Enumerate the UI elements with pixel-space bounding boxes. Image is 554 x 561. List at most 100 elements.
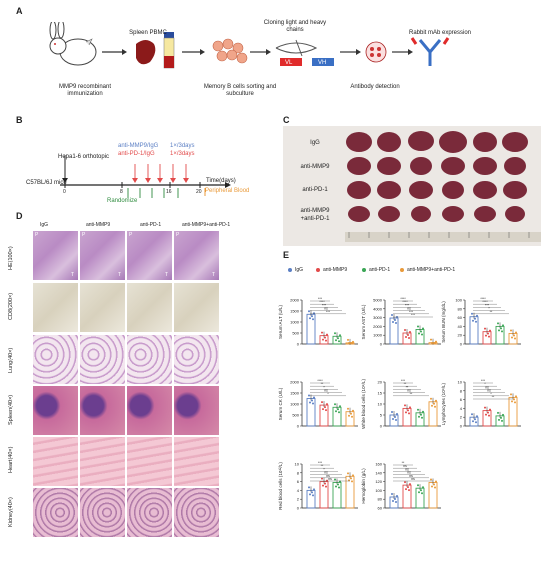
data-point — [352, 409, 354, 412]
bar — [415, 329, 425, 345]
tumor-specimens — [345, 131, 541, 242]
y-tick-label: 80 — [458, 306, 463, 311]
data-point — [351, 480, 353, 483]
sig-label: *** — [318, 297, 323, 301]
data-point — [500, 416, 502, 419]
data-point — [309, 401, 311, 404]
data-point — [321, 401, 323, 404]
data-point — [514, 401, 516, 404]
legend-pd1: anti-PD-1 — [369, 267, 391, 273]
tick-8: 8 — [120, 189, 123, 195]
data-point — [309, 317, 311, 320]
bar — [319, 481, 329, 509]
bar — [508, 396, 518, 427]
y-axis-label: Serum CK (U/L) — [278, 387, 283, 420]
data-point — [500, 327, 502, 330]
data-point — [308, 394, 310, 397]
bar — [389, 317, 399, 345]
data-point — [471, 312, 473, 315]
data-point — [392, 500, 394, 502]
rabbit-icon — [49, 22, 97, 66]
histology-tile — [173, 334, 220, 385]
data-point — [474, 317, 476, 320]
legend-igg: IgG — [295, 267, 304, 273]
data-point — [501, 419, 503, 422]
data-point — [484, 327, 486, 330]
bar — [402, 407, 412, 427]
data-point — [334, 332, 336, 335]
histo-row-lung: Lung(40×) — [8, 347, 14, 373]
y-tick-label: 1000 — [290, 402, 300, 407]
data-point — [324, 482, 326, 485]
data-point — [417, 408, 419, 411]
histology-tile — [173, 436, 220, 487]
data-point — [309, 493, 311, 496]
y-tick-label: 2 — [297, 497, 300, 502]
histo-row-kidney: Kidney(40×) — [8, 497, 14, 527]
data-point — [338, 486, 340, 489]
bar — [482, 410, 492, 427]
sig-label: ns — [405, 467, 409, 471]
hepa-label: Hepa1-6 orthotopic — [58, 154, 110, 160]
y-tick-label: 6 — [460, 397, 463, 402]
data-point — [497, 411, 499, 414]
data-point — [350, 412, 352, 415]
bar — [495, 325, 505, 345]
treatment-mmp9: anti-MMP9/IgG — [118, 143, 159, 149]
data-point — [510, 329, 512, 332]
region-p-label: P — [129, 232, 133, 238]
data-point — [311, 491, 313, 494]
step-memory-b: Memory B cells sorting and subculture — [203, 84, 277, 97]
tick-16: 16 — [166, 189, 172, 195]
data-point — [514, 337, 516, 340]
data-point — [489, 329, 491, 332]
histology-tile — [32, 436, 79, 487]
y-tick-label: 6 — [297, 479, 300, 484]
data-point — [420, 413, 422, 416]
sig-label: ns — [407, 471, 411, 475]
y-tick-label: 500 — [292, 413, 299, 418]
data-point — [395, 322, 397, 325]
y-tick-label: 0 — [297, 424, 300, 429]
step-spleen: Spleen PBMC — [129, 30, 167, 36]
y-axis-label: Lymphocytes (10⁹/L) — [441, 382, 446, 425]
histo-col-pd1: anti-PD-1 — [140, 222, 162, 228]
data-point — [433, 483, 435, 486]
y-tick-label: 10 — [295, 462, 300, 467]
data-point — [404, 481, 406, 484]
data-point — [392, 321, 394, 324]
tick-0: 0 — [63, 189, 66, 195]
histology-tile — [126, 334, 173, 385]
histology-tile — [173, 487, 220, 538]
data-point — [338, 340, 340, 343]
panel-label-b: B — [16, 115, 23, 125]
sig-label: ** — [406, 385, 409, 389]
histology-tile — [126, 282, 173, 333]
y-tick-label: 100 — [455, 298, 462, 303]
bar — [319, 404, 329, 427]
data-point — [312, 494, 314, 497]
y-tick-label: 80 — [378, 497, 383, 502]
sig-label: ns — [403, 464, 407, 468]
sig-label: ns — [324, 471, 328, 475]
data-point — [420, 489, 422, 492]
bar — [469, 316, 479, 345]
y-tick-label: 15 — [378, 391, 383, 396]
chart-legend: IgG anti-MMP9 anti-PD-1 anti-MMP9+anti-P… — [286, 266, 546, 274]
y-tick-label: 2000 — [373, 324, 383, 329]
data-point — [476, 314, 478, 317]
sig-label: ns — [411, 477, 415, 481]
y-tick-label: 2 — [460, 415, 463, 420]
sig-label: **** — [317, 379, 323, 383]
histo-col-igg: IgG — [40, 222, 49, 228]
y-tick-label: 3000 — [373, 315, 383, 320]
data-point — [404, 329, 406, 331]
data-point — [488, 414, 490, 417]
freq-pd1: 1×/3days — [170, 151, 195, 157]
sig-label: ns — [328, 477, 332, 481]
data-point — [322, 338, 324, 341]
histology-tile — [32, 487, 79, 538]
data-point — [430, 478, 432, 481]
